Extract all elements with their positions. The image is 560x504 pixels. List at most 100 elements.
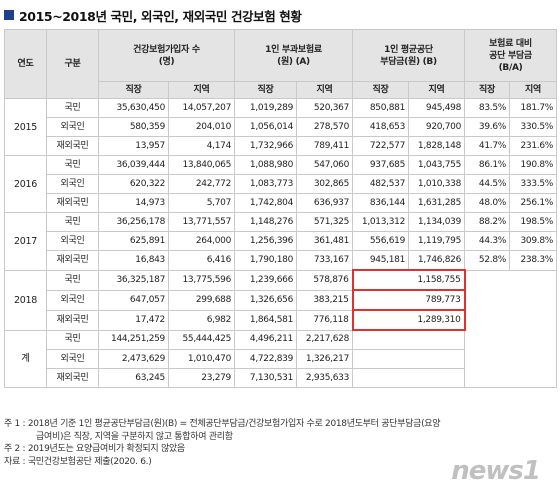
sub-region: 지역 bbox=[509, 81, 558, 99]
value-cell: 198.5% bbox=[509, 212, 558, 232]
group-cell: 외국인 bbox=[46, 349, 99, 369]
value-cell: 181.7% bbox=[509, 98, 558, 118]
sub-workplace: 직장 bbox=[234, 81, 297, 99]
value-cell: 55,444,425 bbox=[168, 329, 235, 350]
value-cell: 17,472 bbox=[98, 309, 169, 331]
table-row: 외국인 647,057 299,688 1,326,656 383,215 789,773 bbox=[5, 289, 557, 311]
value-cell: 2,217,628 bbox=[296, 329, 353, 350]
value-cell: 1,088,980 bbox=[234, 155, 297, 175]
header-ratio: 보험료 대비 공단 부담금 (B/A) bbox=[464, 29, 558, 82]
empty-benefit-cell bbox=[351, 349, 466, 369]
value-cell: 36,325,187 bbox=[98, 269, 169, 291]
value-cell: 383,215 bbox=[296, 289, 353, 311]
table-row: 재외국민 16,843 6,416 1,790,180 733,167 945,181 1,… bbox=[5, 250, 558, 271]
title-bar: 2015~2018년 국민, 외국인, 재외국민 건강보험 현황 bbox=[4, 4, 302, 26]
value-cell: 14,973 bbox=[98, 193, 169, 213]
value-cell: 242,772 bbox=[168, 174, 235, 194]
group-cell: 재외국민 bbox=[46, 136, 99, 156]
table-row: 재외국민 13,957 4,174 1,732,966 789,411 722,577 1,… bbox=[5, 136, 558, 156]
value-cell: 6,416 bbox=[168, 250, 235, 271]
value-cell: 1,010,338 bbox=[407, 174, 466, 194]
value-cell: 309.8% bbox=[509, 231, 558, 251]
value-cell: 264,000 bbox=[168, 231, 235, 251]
header-members: 건강보험가입자 수 (명) bbox=[98, 29, 235, 82]
value-cell: 44.3% bbox=[464, 231, 511, 251]
value-cell: 1,746,826 bbox=[407, 250, 466, 271]
value-cell: 330.5% bbox=[509, 117, 558, 137]
note-1: 주 1 : 2018년 기준 1인 평균공단부담금(원)(B) = 전체공단부담… bbox=[4, 419, 441, 429]
table-row: 외국인 2,473,629 1,010,470 4,722,839 1,326,217 bbox=[5, 349, 557, 369]
value-cell: 776,118 bbox=[296, 309, 353, 331]
value-cell: 13,775,596 bbox=[168, 269, 235, 291]
value-cell: 333.5% bbox=[509, 174, 558, 194]
table-row: 재외국민 17,472 6,982 1,864,581 776,118 1,289,310 bbox=[5, 309, 557, 331]
news1-logo: news1 bbox=[451, 456, 541, 486]
value-cell: 41.7% bbox=[464, 136, 511, 156]
table-row: 2015 국민 35,630,450 14,057,207 1,019,289 520,3… bbox=[4, 98, 558, 156]
group-cell: 국민 bbox=[46, 329, 99, 350]
group-cell: 외국인 bbox=[46, 289, 99, 311]
value-cell: 86.1% bbox=[464, 155, 511, 175]
empty-ratio-cell bbox=[464, 269, 558, 388]
group-cell: 국민 bbox=[46, 269, 99, 291]
group-cell: 재외국민 bbox=[46, 250, 99, 271]
group-cell: 재외국민 bbox=[46, 193, 99, 213]
value-cell: 190.8% bbox=[509, 155, 558, 175]
table-row: 2016 국민 36,039,444 13,840,065 1,088,980 547,0… bbox=[4, 155, 558, 213]
value-cell: 88.2% bbox=[464, 212, 511, 232]
value-cell: 1,256,396 bbox=[234, 231, 297, 251]
table-row: 외국인 580,359 204,010 1,056,014 278,570 418,653… bbox=[5, 117, 558, 137]
value-cell: 556,619 bbox=[352, 231, 409, 251]
sub-region: 지역 bbox=[296, 81, 353, 99]
value-cell: 520,367 bbox=[296, 98, 353, 118]
value-cell: 278,570 bbox=[296, 117, 353, 137]
year-cell: 2018 bbox=[4, 269, 47, 331]
table-row: 외국인 620,322 242,772 1,083,773 302,865 482,537… bbox=[5, 174, 558, 194]
group-cell: 외국인 bbox=[46, 231, 99, 251]
value-cell: 620,322 bbox=[98, 174, 169, 194]
table-row: 외국인 625,891 264,000 1,256,396 361,481 556,619… bbox=[5, 231, 558, 251]
value-cell: 789,411 bbox=[296, 136, 353, 156]
value-cell: 1,742,804 bbox=[234, 193, 297, 213]
value-cell: 13,771,557 bbox=[168, 212, 235, 232]
value-cell: 299,688 bbox=[168, 289, 235, 311]
value-cell: 5,707 bbox=[168, 193, 235, 213]
value-cell: 144,251,259 bbox=[98, 329, 169, 350]
value-cell: 36,039,444 bbox=[98, 155, 169, 175]
value-cell: 580,359 bbox=[98, 117, 169, 137]
merged-benefit-cell: 1,289,310 bbox=[351, 309, 466, 331]
value-cell: 44.5% bbox=[464, 174, 511, 194]
value-cell: 1,010,470 bbox=[168, 349, 235, 369]
value-cell: 63,245 bbox=[98, 368, 169, 388]
header-group: 구분 bbox=[46, 29, 99, 99]
table-row: 재외국민 14,973 5,707 1,742,804 636,937 836,144 1,… bbox=[5, 193, 558, 213]
group-cell: 국민 bbox=[46, 155, 99, 175]
value-cell: 35,630,450 bbox=[98, 98, 169, 118]
value-cell: 204,010 bbox=[168, 117, 235, 137]
value-cell: 361,481 bbox=[296, 231, 353, 251]
merged-benefit-cell: 1,158,755 bbox=[351, 269, 466, 291]
value-cell: 36,256,178 bbox=[98, 212, 169, 232]
value-cell: 1,828,148 bbox=[407, 136, 466, 156]
year-cell: 2017 bbox=[4, 212, 47, 271]
value-cell: 937,685 bbox=[352, 155, 409, 175]
group-cell: 국민 bbox=[46, 212, 99, 232]
group-cell: 외국인 bbox=[46, 117, 99, 137]
value-cell: 1,631,285 bbox=[407, 193, 466, 213]
value-cell: 238.3% bbox=[509, 250, 558, 271]
header-benefit: 1인 평균공단 부담금(원) (B) bbox=[351, 29, 466, 82]
sub-workplace: 직장 bbox=[352, 81, 409, 99]
sub-region: 지역 bbox=[168, 81, 235, 99]
value-cell: 482,537 bbox=[352, 174, 409, 194]
merged-benefit-cell: 789,773 bbox=[351, 289, 466, 311]
year-cell: 2015 bbox=[4, 98, 47, 156]
header-year: 연도 bbox=[4, 29, 47, 99]
value-cell: 1,239,666 bbox=[234, 269, 297, 291]
value-cell: 647,057 bbox=[98, 289, 169, 311]
group-cell: 재외국민 bbox=[46, 368, 99, 388]
value-cell: 231.6% bbox=[509, 136, 558, 156]
value-cell: 636,937 bbox=[296, 193, 353, 213]
value-cell: 48.0% bbox=[464, 193, 511, 213]
value-cell: 1,056,014 bbox=[234, 117, 297, 137]
group-cell: 외국인 bbox=[46, 174, 99, 194]
